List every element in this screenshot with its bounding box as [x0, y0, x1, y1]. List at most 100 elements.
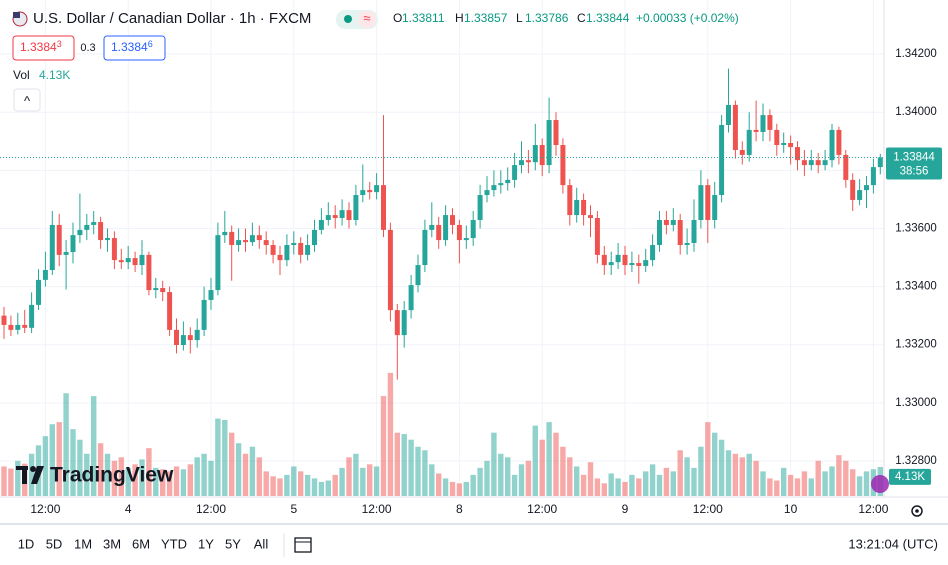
status-pill-part: [358, 11, 376, 28]
volume-bar: [539, 439, 545, 496]
candle-body: [236, 240, 242, 246]
volume-bar: [270, 476, 276, 496]
volume-bar: [8, 468, 14, 496]
candle-body: [325, 215, 331, 221]
volume-bar: [28, 453, 35, 496]
volume-bar: [187, 464, 193, 496]
candle-body: [77, 229, 83, 236]
volume-bar: [753, 460, 759, 496]
period-button[interactable]: 3M: [103, 536, 121, 551]
volume-bar: [560, 446, 566, 496]
ohlc-value: 1.33786: [525, 11, 569, 25]
volume-bar: [477, 467, 483, 496]
candle-body: [222, 231, 228, 236]
volume-bar: [49, 424, 55, 496]
volume-bar: [663, 467, 670, 496]
candle-body: [367, 190, 373, 193]
volume-bar: [339, 467, 345, 496]
sell-button[interactable]: [12, 35, 75, 61]
volume-bar: [525, 460, 532, 496]
watermark-logo: TradingView: [16, 464, 174, 487]
candle-body: [443, 215, 449, 241]
period-button[interactable]: YTD: [161, 536, 187, 551]
volume-bar: [863, 471, 870, 496]
volume-bar: [97, 443, 104, 496]
settings-button[interactable]: [911, 505, 923, 517]
candle-body: [22, 324, 28, 328]
period-button[interactable]: 5Y: [225, 536, 241, 551]
volume-bar: [656, 474, 663, 496]
candle-body: [187, 335, 193, 341]
volume-bar: [132, 464, 138, 496]
candle-body: [836, 129, 842, 155]
volume-bar: [1, 466, 7, 496]
bid-main: 1.3384: [20, 40, 57, 54]
candle-body: [422, 229, 428, 266]
candle-body: [774, 129, 780, 146]
volume-bar: [567, 457, 573, 496]
volume-bar: [677, 450, 683, 496]
candle-body: [256, 235, 262, 241]
candle-body: [629, 263, 635, 266]
period-button[interactable]: 1Y: [198, 536, 214, 551]
candle-body: [788, 142, 794, 148]
candle-body: [201, 299, 207, 330]
volume-bar: [587, 462, 594, 496]
volume-bar: [42, 436, 49, 496]
volume-bar: [574, 466, 580, 496]
volume-bar: [732, 453, 739, 496]
candle-body: [139, 254, 145, 266]
clock: 13:21:04 (UTC): [848, 536, 938, 551]
x-tick-label: 12:00: [30, 502, 60, 516]
candle-body: [512, 165, 518, 180]
candle-body: [263, 240, 269, 246]
spread: 0.3: [80, 42, 95, 54]
volume-bar: [608, 473, 614, 496]
date-range-button[interactable]: [294, 537, 312, 553]
volume-bar: [249, 446, 256, 496]
candle-body: [408, 285, 414, 311]
period-button[interactable]: All: [254, 536, 269, 551]
volume-bar: [242, 453, 249, 496]
candle-body: [194, 329, 200, 341]
candle-body: [153, 288, 159, 291]
volume-bar: [794, 478, 801, 496]
volume-bar: [670, 471, 676, 496]
period-button[interactable]: 6M: [132, 536, 150, 551]
candle-body: [339, 210, 345, 218]
change: +0.00033 (+0.02%): [636, 11, 739, 25]
period-button[interactable]: 1D: [18, 536, 35, 551]
volume-bar: [808, 478, 814, 496]
volume-bar: [636, 478, 642, 496]
logo-shape: [31, 466, 44, 484]
volume-legend-label: Vol: [13, 68, 30, 82]
candle-body: [146, 254, 152, 291]
volume-bar: [498, 453, 504, 496]
candle-body: [42, 270, 48, 280]
x-tick-label: 12:00: [362, 502, 392, 516]
y-tick-label: 1.33000: [895, 397, 937, 409]
volume-bar: [229, 432, 235, 496]
y-tick-label: 1.33200: [895, 339, 937, 351]
volume-bar: [139, 459, 145, 496]
candle-body: [815, 160, 821, 166]
alert-badge[interactable]: [871, 475, 889, 493]
volume-bar: [429, 464, 435, 496]
volume-bar: [367, 464, 373, 496]
candle-body: [691, 220, 697, 243]
period-button[interactable]: 1M: [74, 536, 92, 551]
gear-icon: [915, 509, 919, 513]
volume-bar: [856, 476, 863, 496]
volume-bar: [222, 420, 228, 496]
x-tick-label: 9: [622, 502, 629, 516]
buy-button[interactable]: [103, 35, 166, 61]
candle-body: [870, 167, 876, 186]
candle-body: [229, 231, 235, 246]
period-button[interactable]: 5D: [46, 536, 63, 551]
volume-bar: [125, 467, 131, 496]
ohlc-legend: O 1.33811 H 1.33857 L 1.33786 C 1.33844: [393, 11, 630, 25]
candle-body: [698, 185, 704, 221]
collapse-button[interactable]: [13, 88, 41, 112]
candle-body: [125, 258, 131, 263]
candle-body: [312, 229, 317, 246]
